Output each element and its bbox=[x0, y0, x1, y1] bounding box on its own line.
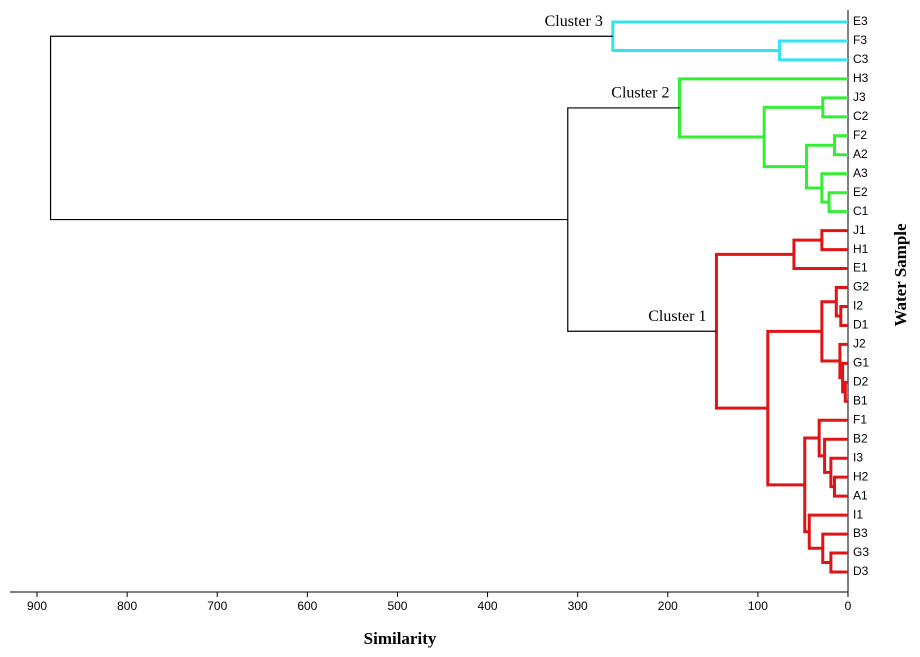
dendrogram-link bbox=[820, 300, 840, 363]
leaf-label: C3 bbox=[853, 52, 869, 66]
leaf-label: H3 bbox=[853, 71, 869, 85]
x-tick-label: 400 bbox=[478, 599, 498, 613]
dendrogram-link bbox=[839, 304, 848, 327]
leaf-label: F2 bbox=[853, 128, 867, 142]
dendrogram-link bbox=[611, 20, 848, 52]
leaf-label: I1 bbox=[853, 507, 863, 521]
leaf-label: J2 bbox=[853, 337, 866, 351]
leaf-label: I3 bbox=[853, 450, 863, 464]
cluster-label: Cluster 3 bbox=[545, 13, 603, 30]
leaf-label: F3 bbox=[853, 33, 867, 47]
dendrogram-link bbox=[49, 35, 613, 221]
leaf-label: B2 bbox=[853, 431, 868, 445]
x-tick-label: 800 bbox=[117, 599, 137, 613]
dendrogram-link bbox=[567, 107, 717, 332]
x-tick-label: 700 bbox=[207, 599, 227, 613]
dendrogram-link bbox=[820, 172, 848, 204]
leaf-label: G3 bbox=[853, 545, 869, 559]
leaf-label: A2 bbox=[853, 147, 868, 161]
dendrogram-link bbox=[803, 436, 820, 534]
leaf-label: C1 bbox=[853, 204, 869, 218]
leaf-label: G1 bbox=[853, 356, 869, 370]
leaf-label: D2 bbox=[853, 375, 869, 389]
dendrogram-link bbox=[841, 361, 848, 394]
x-tick-label: 0 bbox=[845, 599, 852, 613]
leaf-label: D1 bbox=[853, 318, 869, 332]
leaf-label: C2 bbox=[853, 109, 869, 123]
leaf-label: A3 bbox=[853, 166, 868, 180]
leaf-label: J1 bbox=[853, 223, 866, 237]
dendrogram-link bbox=[677, 77, 848, 139]
dendrogram-link bbox=[829, 456, 848, 489]
dendrogram-link bbox=[821, 96, 848, 119]
x-tick-label: 500 bbox=[387, 599, 407, 613]
x-tick-label: 300 bbox=[568, 599, 588, 613]
x-tick-label: 600 bbox=[297, 599, 317, 613]
leaf-label: I2 bbox=[853, 299, 863, 313]
dendrogram-link bbox=[829, 551, 848, 574]
dendrogram-link bbox=[821, 532, 848, 565]
leaf-label: H2 bbox=[853, 469, 869, 483]
dendrogram-link bbox=[832, 475, 848, 498]
dendrogram-link bbox=[766, 329, 822, 487]
leaf-label: J3 bbox=[853, 90, 866, 104]
cluster-label: Cluster 2 bbox=[611, 85, 669, 102]
cluster-label: Cluster 1 bbox=[648, 308, 706, 325]
leaf-label: B3 bbox=[853, 526, 868, 540]
x-tick-label: 100 bbox=[748, 599, 768, 613]
x-tick-label: 900 bbox=[27, 599, 47, 613]
leaf-label: E3 bbox=[853, 14, 868, 28]
leaf-label: A1 bbox=[853, 488, 868, 502]
x-axis-title: Similarity bbox=[364, 629, 437, 648]
leaf-label: G2 bbox=[853, 280, 869, 294]
dendrogram-link bbox=[827, 191, 848, 214]
dendrogram-link bbox=[823, 437, 848, 474]
dendrogram-link bbox=[843, 380, 848, 403]
dendrogram-link bbox=[778, 39, 848, 62]
y-axis-title: Water Sample bbox=[891, 223, 910, 327]
dendrogram-link bbox=[832, 134, 848, 157]
dendrogram-link bbox=[807, 513, 848, 550]
dendrogram-link bbox=[762, 105, 823, 169]
dendrogram-link bbox=[820, 229, 848, 252]
leaf-label: F1 bbox=[853, 412, 867, 426]
x-tick-label: 200 bbox=[658, 599, 678, 613]
dendrogram-link bbox=[805, 143, 835, 190]
leaf-label: E2 bbox=[853, 185, 868, 199]
leaf-label: E1 bbox=[853, 261, 868, 275]
leaf-label: D3 bbox=[853, 564, 869, 578]
dendrogram-link bbox=[817, 418, 848, 458]
leaf-label: H1 bbox=[853, 242, 869, 256]
leaf-label: B1 bbox=[853, 393, 868, 407]
